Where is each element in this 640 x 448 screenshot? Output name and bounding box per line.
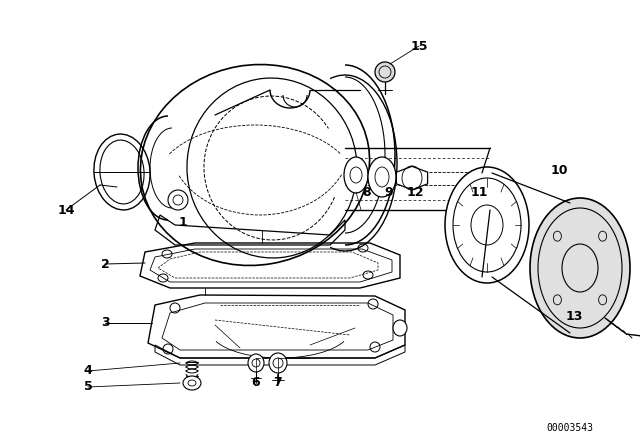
Text: 10: 10 [550, 164, 568, 177]
Text: 15: 15 [410, 39, 428, 52]
Text: 00003543: 00003543 [547, 423, 593, 433]
Text: 12: 12 [406, 185, 424, 198]
Text: 2: 2 [100, 258, 109, 271]
Text: 4: 4 [84, 365, 92, 378]
Text: 1: 1 [179, 215, 188, 228]
Ellipse shape [530, 198, 630, 338]
Ellipse shape [393, 320, 407, 336]
Polygon shape [396, 166, 428, 190]
Ellipse shape [248, 354, 264, 372]
Ellipse shape [375, 62, 395, 82]
Text: 7: 7 [273, 376, 282, 389]
Text: 6: 6 [252, 376, 260, 389]
Text: 13: 13 [565, 310, 582, 323]
Ellipse shape [344, 157, 368, 193]
Ellipse shape [269, 353, 287, 373]
Text: 14: 14 [57, 203, 75, 216]
Ellipse shape [183, 376, 201, 390]
Ellipse shape [445, 167, 529, 283]
Text: 9: 9 [385, 185, 394, 198]
Text: 11: 11 [470, 185, 488, 198]
Ellipse shape [368, 157, 396, 197]
Text: 5: 5 [84, 380, 92, 393]
Text: 8: 8 [363, 185, 371, 198]
Text: 3: 3 [100, 316, 109, 329]
